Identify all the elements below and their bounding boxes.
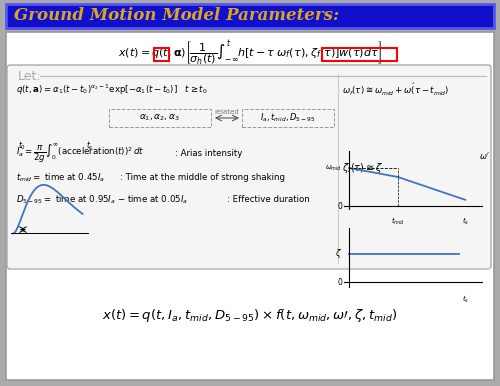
Text: related: related [214,109,240,115]
Text: $\zeta$: $\zeta$ [336,247,342,260]
Text: $t_s$: $t_s$ [462,216,468,227]
Text: : Time at the middle of strong shaking: : Time at the middle of strong shaking [120,173,285,183]
Text: 0: 0 [338,278,342,287]
Bar [6,4,494,28]
Text: $I_a = \dfrac{\pi}{2g}\int_0^\infty(\mathrm{acceleration}(t))^2\,dt$: $I_a = \dfrac{\pi}{2g}\int_0^\infty(\mat… [16,141,144,165]
Text: $t_{mid}=$ time at $0.45I_a$: $t_{mid}=$ time at $0.45I_a$ [16,172,105,184]
Bar [6,4,494,28]
Text: $x(t) = q(t,\mathbf{\alpha})\left[\dfrac{1}{\sigma_h(t)}\int_{-\infty}^{t}h[t-\t: $x(t) = q(t,\mathbf{\alpha})\left[\dfrac… [118,39,382,68]
Text: $\omega_{mid}$: $\omega_{mid}$ [325,163,342,173]
Text: Ground Motion Model Parameters:: Ground Motion Model Parameters: [14,7,339,24]
Text: $t_s$: $t_s$ [86,139,94,151]
Text: $t_{mid}$: $t_{mid}$ [391,216,405,227]
Text: Let:: Let: [18,69,42,83]
Text: $\omega'$: $\omega'$ [479,150,490,161]
Text: $\alpha_1,\alpha_2,\alpha_3$: $\alpha_1,\alpha_2,\alpha_3$ [140,113,180,123]
Text: $t_s$: $t_s$ [462,294,468,305]
Text: : Arias intensity: : Arias intensity [175,149,242,157]
Text: $t_0$: $t_0$ [18,139,26,151]
Text: $\zeta_f(\tau)\cong\zeta$: $\zeta_f(\tau)\cong\zeta$ [342,161,383,175]
Text: 0: 0 [338,201,342,211]
Text: $\omega_f(\tau)\cong\omega_{mid}+\omega\'(\tau-t_{mid})$: $\omega_f(\tau)\cong\omega_{mid}+\omega\… [342,82,450,98]
Text: $I_a,t_{mid},D_{5-95}$: $I_a,t_{mid},D_{5-95}$ [260,112,316,124]
Text: : Effective duration: : Effective duration [227,195,310,205]
Text: $q(t,\mathbf{a})=\alpha_1(t-t_0)^{\alpha_2-1}\exp[-\alpha_1(t-t_0)]\quad t\geq t: $q(t,\mathbf{a})=\alpha_1(t-t_0)^{\alpha… [16,83,208,97]
FancyBboxPatch shape [7,65,491,269]
Text: $x(t) = q(t,I_a,t_{mid},D_{5-95})\times f(t,\omega_{mid},\omega\prime,\zeta,t_{m: $x(t) = q(t,I_a,t_{mid},D_{5-95})\times … [102,308,398,325]
Text: $D_{5-95}=$ time at $0.95I_a$ $-$ time at $0.05I_a$: $D_{5-95}=$ time at $0.95I_a$ $-$ time a… [16,194,188,206]
